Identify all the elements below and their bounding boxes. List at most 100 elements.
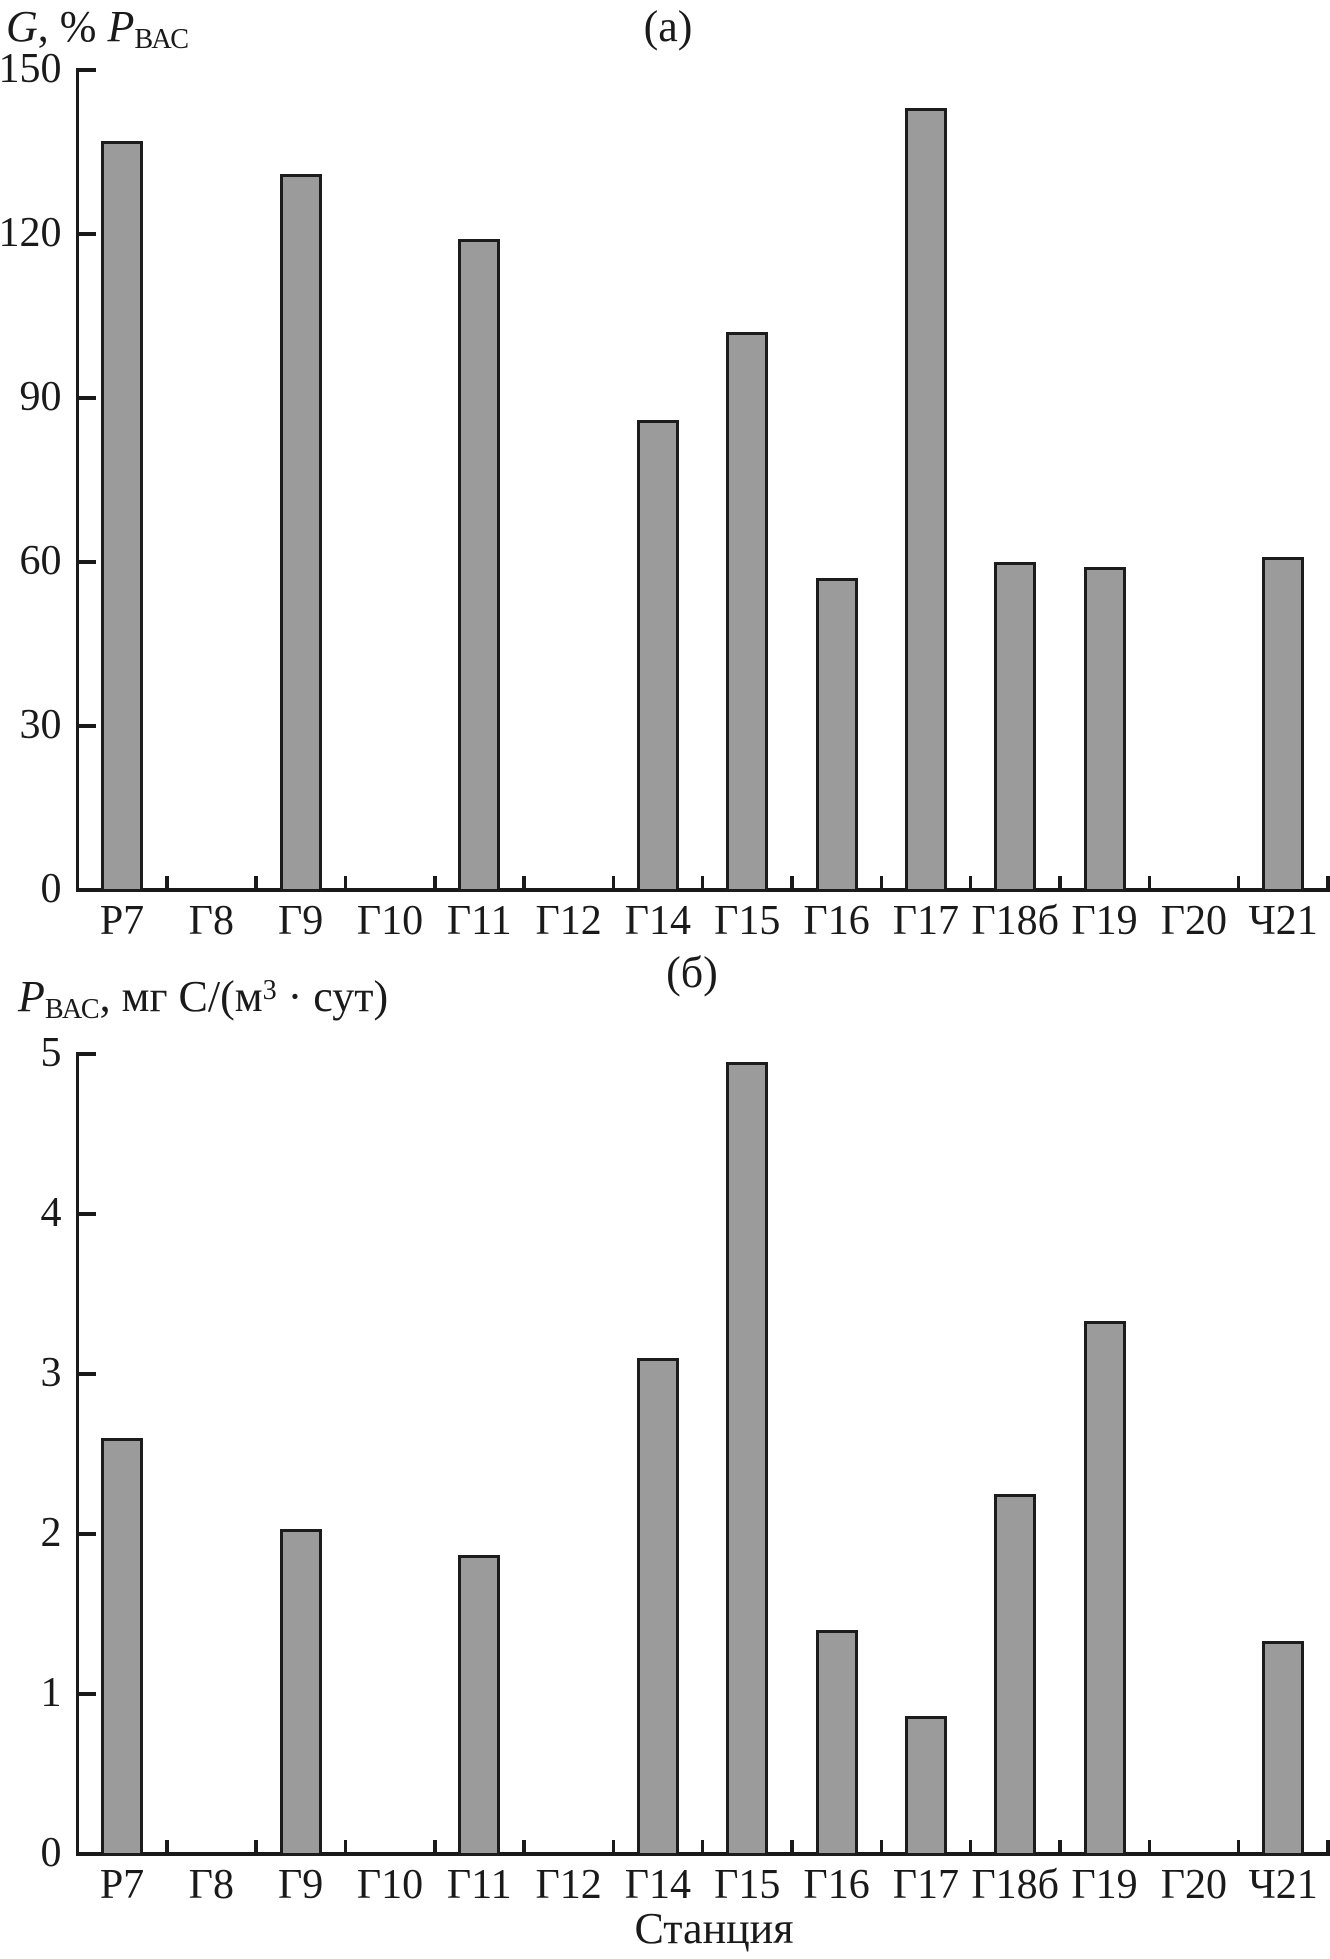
axis-title-part: · сут) [276,972,389,1021]
axis-title-part: P [107,2,135,51]
bar-Р7 [101,141,143,892]
panel-a-label: (а) [643,2,693,51]
axis-title-part: P [18,972,45,1021]
bar-Г9 [279,173,322,892]
x-tick-label: Г15 [714,1862,781,1908]
x-tick-label: Г14 [624,1862,692,1908]
x-tick-label: Г16 [803,898,870,944]
x-tick [790,1840,794,1854]
x-tick-label: Г14 [624,898,692,944]
x-tick [254,1840,258,1854]
chart-b-y-axis-title: PВАС, мг С/(м3 · сут) [18,970,388,1030]
y-tick [79,560,97,564]
x-tick [611,876,616,890]
y-tick-label: 150 [0,46,62,92]
panel-b-label: (б) [666,948,718,997]
x-tick-label: Ч21 [1248,1862,1318,1908]
x-tick [611,1840,616,1854]
x-tick [1326,1840,1330,1854]
y-tick [79,1692,97,1696]
x-tick [1147,1840,1152,1854]
x-tick-label: Г19 [1071,1862,1138,1908]
y-tick-label: 60 [19,538,62,584]
axis-title-part: ВАС [134,23,190,55]
x-tick [522,1840,526,1854]
bar-Г9 [279,1529,322,1856]
x-tick [700,1840,705,1854]
x-axis-title: Станция [634,1904,794,1953]
x-tick [968,876,973,890]
bar-Г17 [904,108,947,892]
x-tick [165,876,169,890]
x-tick-label: Г10 [356,1862,424,1908]
y-tick-label: 2 [40,1510,62,1556]
x-tick-label: Г20 [1160,898,1227,944]
axis-title-part: G [6,2,38,51]
bar-Г18б [994,1494,1037,1856]
x-tick-label: Г8 [188,898,234,944]
x-tick-label: Г16 [803,1862,870,1908]
x-tick-label: Р7 [99,898,145,944]
y-tick [79,1532,97,1536]
x-tick-label: Г11 [446,1862,512,1908]
x-tick-label: Г12 [535,1862,602,1908]
x-tick-label: Г20 [1160,1862,1227,1908]
x-tick [790,876,794,890]
y-tick [79,1372,97,1376]
axis-title-part: , % [37,2,108,51]
x-tick-label: Ч21 [1248,898,1318,944]
x-tick-label: Г9 [277,898,324,944]
y-tick-label: 3 [40,1350,62,1396]
x-tick [522,876,526,890]
y-tick-label: 120 [0,210,62,256]
x-tick-label: Г19 [1071,898,1138,944]
y-tick [79,68,97,72]
x-tick-label: Г15 [714,898,781,944]
x-tick-label: Р7 [99,1862,145,1908]
bar-Г14 [636,1358,679,1856]
x-tick [1058,1840,1062,1854]
x-tick [879,1840,884,1854]
y-tick-label: 0 [40,866,62,912]
x-tick-label: Г17 [892,898,960,944]
x-tick [879,876,884,890]
bar-Ч21 [1262,1641,1305,1856]
x-tick-label: Г10 [356,898,424,944]
bar-Ч21 [1262,556,1305,892]
y-tick-label: 0 [40,1830,62,1876]
x-tick [254,876,258,890]
bar-Г18б [994,562,1037,892]
bar-Г16 [815,1630,858,1856]
x-tick-label: Г18б [971,1862,1060,1908]
y-tick-label: 4 [40,1190,62,1236]
x-tick [1326,876,1330,890]
y-axis-line [75,1052,80,1856]
x-tick [1147,876,1152,890]
bar-Г15 [726,1062,769,1856]
x-tick-label: Г17 [892,1862,960,1908]
y-tick [79,232,97,236]
bar-Г11 [458,1554,501,1856]
x-tick [1058,876,1062,890]
x-tick-label: Г12 [535,898,602,944]
chart-a-y-axis-title: G, % PВАС [6,0,189,60]
x-tick-label: Г9 [277,1862,324,1908]
axis-title-part: 3 [262,975,277,1007]
axis-title-part: , мг С/(м [99,972,263,1021]
x-tick-label: Г8 [188,1862,234,1908]
y-axis-line [75,68,80,892]
x-tick [165,1840,169,1854]
bar-Г14 [636,419,679,892]
y-tick-label: 90 [19,374,62,420]
y-tick [79,1052,97,1056]
x-tick [968,1840,973,1854]
bar-Г17 [904,1716,947,1856]
x-tick-label: Г11 [446,898,512,944]
bar-Р7 [101,1438,143,1856]
x-axis-line [75,1852,1330,1856]
bar-Г11 [458,239,501,892]
bar-Г19 [1083,567,1126,892]
x-tick [343,1840,348,1854]
y-tick-label: 5 [40,1030,62,1076]
